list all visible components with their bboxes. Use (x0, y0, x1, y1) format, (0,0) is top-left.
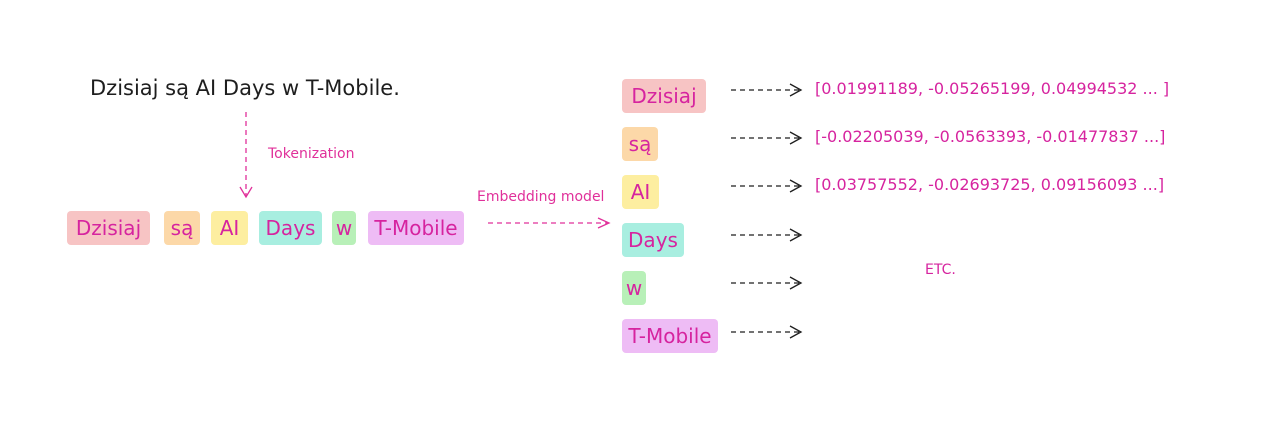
token-row-sa: są (622, 127, 658, 161)
token-text: Dzisiaj (75, 216, 142, 240)
token-text: są (628, 132, 652, 156)
token-row-w: w (622, 271, 646, 305)
token-row-days: Days (622, 223, 684, 257)
token-row-ai: AI (622, 175, 659, 209)
token-chip-ai: AI (211, 211, 248, 245)
token-text: są (170, 216, 194, 240)
vector-dzisiaj: [0.01991189, -0.05265199, 0.04994532 ...… (815, 79, 1170, 98)
embedding-arrow (488, 217, 611, 229)
token-text: Dzisiaj (631, 84, 697, 108)
vector-ai: [0.03757552, -0.02693725, 0.09156093 ...… (815, 175, 1165, 194)
etc-label: ETC. (925, 262, 956, 278)
token-chip-sa: są (164, 211, 200, 245)
tokenization-label: Tokenization (268, 146, 355, 162)
token-text: w (335, 216, 353, 240)
token-text: Days (265, 216, 316, 240)
token-text: Days (628, 228, 678, 252)
token-row-dzisiaj: Dzisiaj (622, 79, 706, 113)
token-text: AI (630, 180, 651, 204)
row-arrows (731, 83, 803, 339)
token-chip-days: Days (259, 211, 322, 245)
embedding-model-label: Embedding model (477, 189, 605, 205)
token-row-t-mobile: T-Mobile (622, 319, 718, 353)
token-text: w (625, 276, 643, 300)
token-text: T-Mobile (628, 324, 712, 348)
tokenization-arrow (239, 112, 253, 199)
token-chip-w: w (332, 211, 356, 245)
token-chip-t-mobile: T-Mobile (368, 211, 464, 245)
vector-sa: [-0.02205039, -0.0563393, -0.01477837 ..… (815, 127, 1166, 146)
token-text: T-Mobile (374, 216, 458, 240)
token-chip-dzisiaj: Dzisiaj (67, 211, 150, 245)
token-text: AI (219, 216, 240, 240)
input-sentence: Dzisiaj są AI Days w T-Mobile. (90, 76, 400, 100)
